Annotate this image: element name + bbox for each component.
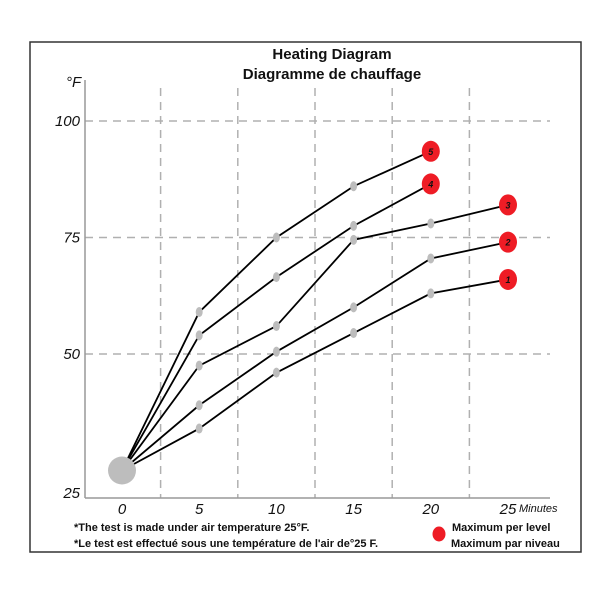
max-marker-label: 3	[505, 200, 510, 210]
data-point	[427, 253, 435, 264]
chart-title: Heating Diagram	[272, 46, 391, 63]
series-line-3	[121, 204, 509, 472]
data-point	[195, 330, 203, 341]
max-marker-label: 5	[428, 147, 434, 157]
start-point	[108, 456, 136, 485]
y-axis-label: °F	[66, 74, 82, 91]
data-point	[427, 288, 435, 299]
x-tick-label: 10	[268, 501, 285, 518]
x-axis-label: Minutes	[519, 503, 558, 515]
legend-label-fr: Maximum par niveau	[451, 538, 560, 550]
grid	[85, 88, 550, 498]
x-tick-label: 25	[499, 501, 517, 518]
series-line-2	[121, 241, 509, 472]
data-point	[350, 234, 358, 245]
y-tick-label: 25	[62, 485, 80, 502]
note-french: *Le test est effectué sous une températu…	[74, 538, 378, 550]
x-tick-label: 15	[345, 501, 362, 518]
series-line-1	[121, 278, 509, 472]
data-point	[350, 328, 358, 339]
note-english: *The test is made under air temperature …	[74, 522, 309, 534]
data-point	[272, 321, 280, 332]
legend-max-marker	[432, 526, 446, 542]
data-point	[350, 302, 358, 313]
data-point	[195, 307, 203, 318]
max-marker-1	[499, 268, 517, 290]
data-point	[272, 232, 280, 243]
max-marker-label: 4	[427, 179, 433, 189]
y-tick-label: 100	[55, 113, 81, 130]
frame	[29, 41, 582, 553]
data-point	[195, 400, 203, 411]
series-line-5	[121, 150, 432, 471]
max-marker-4	[421, 173, 440, 195]
x-tick-label: 20	[421, 501, 439, 518]
data-point	[195, 360, 203, 371]
max-marker-5	[421, 140, 440, 162]
max-marker-2	[499, 231, 517, 253]
max-marker-3	[499, 194, 517, 216]
x-tick-label: 5	[195, 501, 204, 518]
series: 1 2 3 4 5	[108, 140, 517, 485]
data-point	[272, 367, 280, 378]
chart-subtitle: Diagramme de chauffage	[243, 66, 421, 83]
y-tick-label: 75	[63, 230, 80, 247]
x-tick-label: 0	[118, 501, 127, 518]
y-tick-label: 50	[63, 346, 80, 363]
data-point	[195, 423, 203, 434]
data-point	[427, 218, 435, 229]
legend-label-en: Maximum per level	[452, 522, 550, 534]
data-point	[350, 220, 358, 231]
data-point	[272, 272, 280, 283]
max-marker-label: 1	[505, 275, 510, 285]
data-point	[272, 346, 280, 357]
max-marker-label: 2	[504, 238, 510, 248]
data-point	[350, 181, 358, 192]
